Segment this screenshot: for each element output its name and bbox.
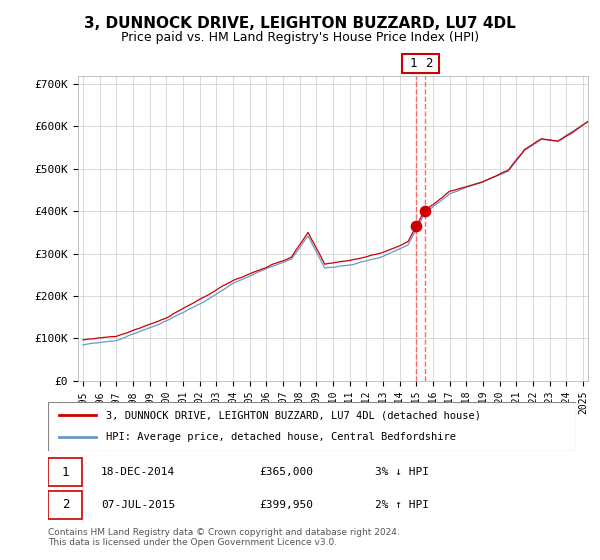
Text: 2: 2 xyxy=(62,498,69,511)
Text: £399,950: £399,950 xyxy=(259,500,313,510)
Text: 07-JUL-2015: 07-JUL-2015 xyxy=(101,500,175,510)
Text: Price paid vs. HM Land Registry's House Price Index (HPI): Price paid vs. HM Land Registry's House … xyxy=(121,31,479,44)
Text: 2: 2 xyxy=(425,57,433,71)
Text: 18-DEC-2014: 18-DEC-2014 xyxy=(101,468,175,477)
Text: 3% ↓ HPI: 3% ↓ HPI xyxy=(376,468,430,477)
Text: 1: 1 xyxy=(62,466,69,479)
Text: 2% ↑ HPI: 2% ↑ HPI xyxy=(376,500,430,510)
Point xyxy=(411,222,421,231)
Text: 1: 1 xyxy=(409,57,417,71)
FancyBboxPatch shape xyxy=(401,54,439,73)
FancyBboxPatch shape xyxy=(48,491,82,519)
Text: Contains HM Land Registry data © Crown copyright and database right 2024.
This d: Contains HM Land Registry data © Crown c… xyxy=(48,528,400,547)
Point xyxy=(420,207,430,216)
Text: HPI: Average price, detached house, Central Bedfordshire: HPI: Average price, detached house, Cent… xyxy=(106,432,456,442)
Text: 3, DUNNOCK DRIVE, LEIGHTON BUZZARD, LU7 4DL (detached house): 3, DUNNOCK DRIVE, LEIGHTON BUZZARD, LU7 … xyxy=(106,410,481,421)
Text: £365,000: £365,000 xyxy=(259,468,313,477)
Text: 3, DUNNOCK DRIVE, LEIGHTON BUZZARD, LU7 4DL: 3, DUNNOCK DRIVE, LEIGHTON BUZZARD, LU7 … xyxy=(84,16,516,31)
FancyBboxPatch shape xyxy=(48,459,82,486)
FancyBboxPatch shape xyxy=(48,402,576,451)
